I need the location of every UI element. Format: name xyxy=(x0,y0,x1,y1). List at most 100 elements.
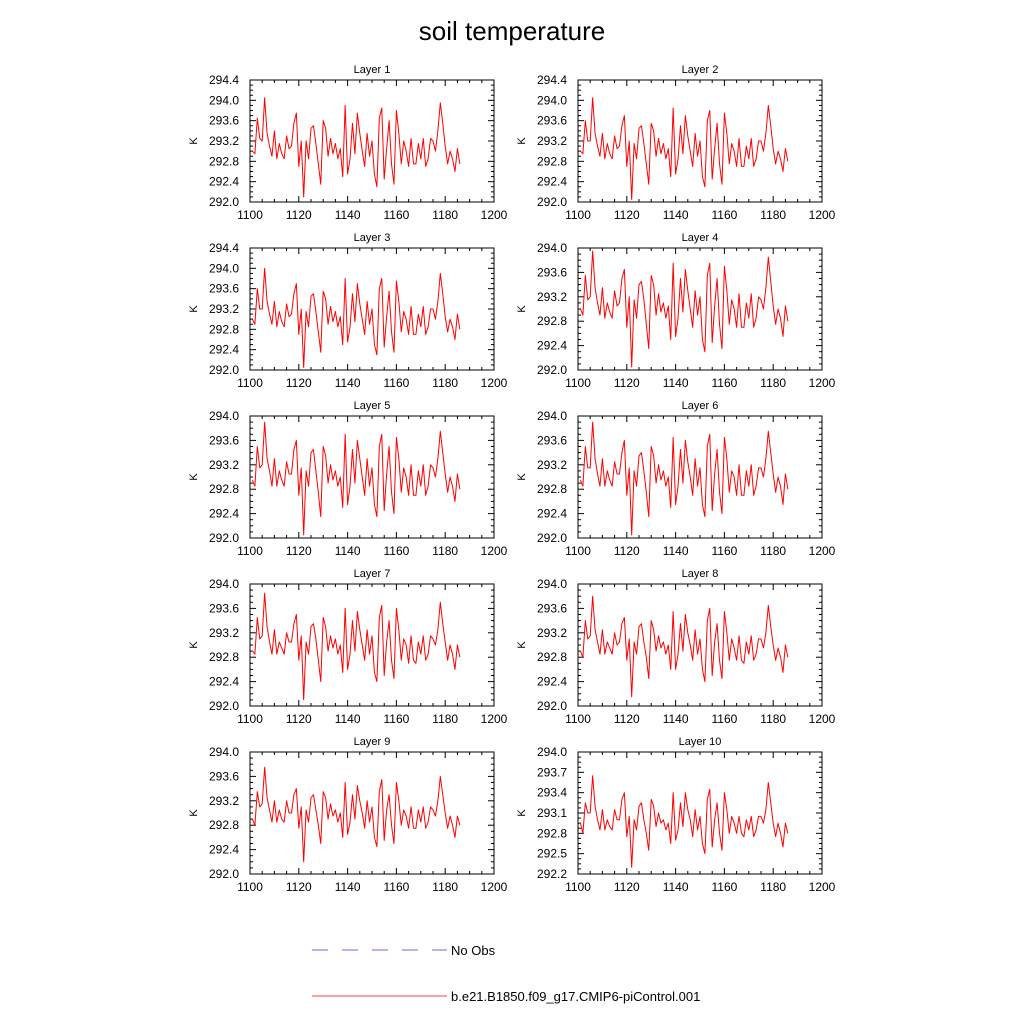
y-tick-label: 292.2 xyxy=(537,867,567,881)
y-axis-label: K xyxy=(188,137,200,145)
series-line xyxy=(579,421,789,536)
y-axis-label: K xyxy=(188,809,200,817)
x-tick-label: 1120 xyxy=(286,544,312,558)
y-tick-label: 293.6 xyxy=(209,433,239,447)
y-tick-label: 294.0 xyxy=(209,577,239,591)
y-tick-label: 292.8 xyxy=(209,818,239,832)
x-tick-label: 1100 xyxy=(237,880,263,894)
panel-title: Layer 5 xyxy=(354,400,391,412)
x-tick-label: 1120 xyxy=(286,208,312,222)
x-tick-label: 1200 xyxy=(481,208,508,222)
x-tick-label: 1100 xyxy=(565,544,591,558)
series-line xyxy=(252,592,461,701)
y-tick-label: 293.6 xyxy=(537,265,567,279)
legend: No Obs b.e21.B1850.f09_g17.CMIP6-piContr… xyxy=(312,943,700,1004)
x-tick-label: 1140 xyxy=(335,712,361,726)
panel-title: Layer 6 xyxy=(682,400,719,412)
y-tick-label: 294.4 xyxy=(537,73,567,87)
x-tick-label: 1180 xyxy=(432,208,458,222)
y-tick-label: 294.0 xyxy=(537,93,567,107)
y-tick-label: 293.6 xyxy=(209,282,239,296)
x-tick-label: 1200 xyxy=(481,544,508,558)
x-tick-label: 1100 xyxy=(565,376,591,390)
series-line xyxy=(252,97,461,198)
y-tick-label: 292.4 xyxy=(209,175,239,189)
y-tick-label: 292.4 xyxy=(209,343,239,357)
panel-layer-2: Layer 2 K 1100 1120 1140 1160 1180 1200 292.0 292… xyxy=(516,64,836,222)
y-tick-label: 293.7 xyxy=(537,765,567,779)
panel-layer-7: Layer 7 K 1100 1120 1140 1160 1180 1200 292.0 292… xyxy=(188,568,508,726)
y-tick-label: 292.4 xyxy=(537,339,567,353)
y-tick-label: 292.4 xyxy=(209,507,239,521)
x-tick-label: 1120 xyxy=(286,376,312,390)
legend-label-no-obs: No Obs xyxy=(451,943,496,958)
panel-layer-3: Layer 3 K 1100 1120 1140 1160 1180 1200 292.0 292… xyxy=(188,232,508,390)
series-line xyxy=(579,250,789,368)
y-axis-label: K xyxy=(188,305,200,313)
y-axis-label: K xyxy=(516,809,528,817)
x-tick-label: 1200 xyxy=(809,880,836,894)
panel-title: Layer 7 xyxy=(354,568,391,580)
legend-label-model: b.e21.B1850.f09_g17.CMIP6-piControl.001 xyxy=(451,989,700,1004)
x-tick-label: 1160 xyxy=(383,544,409,558)
panel-layer-4: Layer 4 K 1100 1120 1140 1160 1180 1200 292.0 292… xyxy=(516,232,836,390)
x-tick-label: 1160 xyxy=(711,208,737,222)
y-tick-label: 294.4 xyxy=(209,73,239,87)
series-line xyxy=(251,766,461,863)
x-tick-label: 1140 xyxy=(663,208,689,222)
y-tick-label: 294.0 xyxy=(209,409,239,423)
x-tick-label: 1140 xyxy=(335,880,361,894)
x-tick-label: 1180 xyxy=(432,544,458,558)
y-axis-label: K xyxy=(188,641,200,649)
y-tick-label: 293.6 xyxy=(537,114,567,128)
x-tick-label: 1100 xyxy=(565,880,591,894)
x-tick-label: 1140 xyxy=(335,208,361,222)
x-tick-label: 1100 xyxy=(237,544,263,558)
y-tick-label: 292.8 xyxy=(537,650,567,664)
x-tick-label: 1160 xyxy=(711,712,737,726)
figure-title: soil temperature xyxy=(419,16,605,46)
y-tick-label: 292.0 xyxy=(209,867,239,881)
x-tick-label: 1180 xyxy=(760,376,786,390)
y-tick-label: 293.2 xyxy=(537,458,567,472)
x-tick-label: 1100 xyxy=(237,712,263,726)
y-tick-label: 293.6 xyxy=(209,769,239,783)
y-tick-label: 292.0 xyxy=(537,363,567,377)
x-tick-label: 1200 xyxy=(809,544,836,558)
x-tick-label: 1120 xyxy=(614,880,640,894)
y-tick-label: 292.8 xyxy=(537,826,567,840)
x-tick-label: 1140 xyxy=(663,376,689,390)
y-axis-label: K xyxy=(516,473,528,481)
y-tick-label: 294.0 xyxy=(537,745,567,759)
y-tick-label: 292.0 xyxy=(537,195,567,209)
panel-layer-6: Layer 6 K 1100 1120 1140 1160 1180 1200 292.0 292… xyxy=(516,400,836,558)
y-tick-label: 293.2 xyxy=(209,458,239,472)
panel-title: Layer 1 xyxy=(354,64,391,76)
panel-layer-8: Layer 8 K 1100 1120 1140 1160 1180 1200 292.0 292… xyxy=(516,568,836,726)
x-tick-label: 1140 xyxy=(663,544,689,558)
panel-title: Layer 2 xyxy=(682,64,719,76)
y-tick-label: 294.0 xyxy=(209,93,239,107)
x-tick-label: 1180 xyxy=(432,712,458,726)
panel-layer-10: Layer 10 K 1100 1120 1140 1160 1180 1200 292.2 29… xyxy=(516,736,836,894)
x-tick-label: 1200 xyxy=(481,880,508,894)
y-tick-label: 294.4 xyxy=(209,241,239,255)
x-tick-label: 1180 xyxy=(760,208,786,222)
y-axis-label: K xyxy=(516,137,528,145)
x-tick-label: 1160 xyxy=(383,376,409,390)
y-tick-label: 294.0 xyxy=(537,577,567,591)
y-tick-label: 293.6 xyxy=(537,433,567,447)
y-tick-label: 294.0 xyxy=(537,409,567,423)
series-line xyxy=(579,775,789,868)
y-tick-label: 293.2 xyxy=(209,794,239,808)
x-tick-label: 1120 xyxy=(614,712,640,726)
panel-layer-5: Layer 5 K 1100 1120 1140 1160 1180 1200 292.0 292… xyxy=(188,400,508,558)
y-axis-label: K xyxy=(516,641,528,649)
y-tick-label: 292.8 xyxy=(537,314,567,328)
panel-layer-1: Layer 1 K 1100 1120 1140 1160 1180 1200 292.0 292… xyxy=(188,64,508,222)
series-line xyxy=(251,421,461,536)
y-tick-label: 294.0 xyxy=(209,745,239,759)
panel-title: Layer 4 xyxy=(682,232,719,244)
y-tick-label: 294.0 xyxy=(209,261,239,275)
series-line xyxy=(579,595,789,698)
